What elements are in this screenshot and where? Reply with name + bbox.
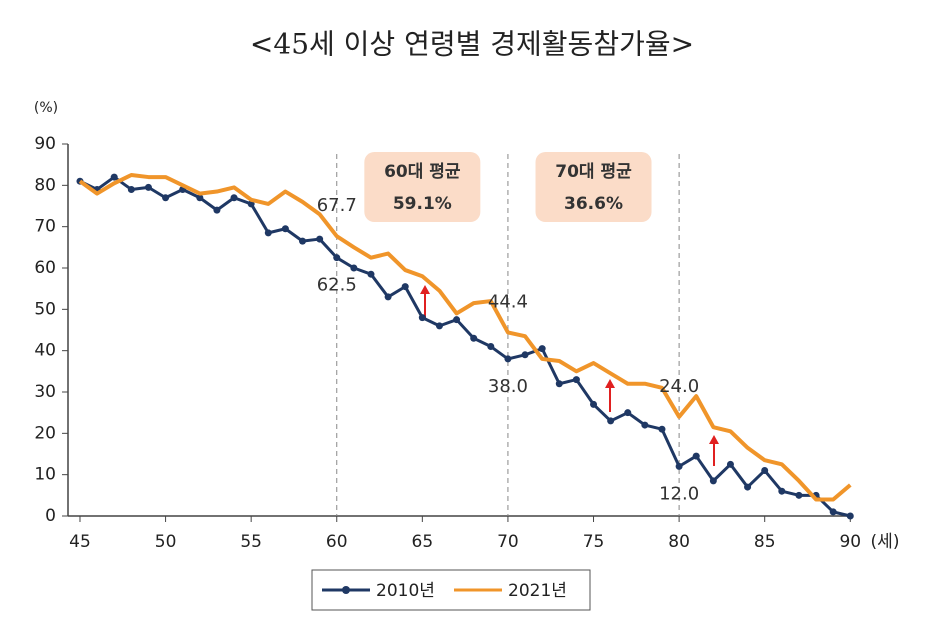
point	[401, 283, 409, 291]
point	[846, 512, 854, 520]
legend: 2010년 2021년	[311, 569, 591, 611]
data-label: 44.4	[488, 291, 528, 312]
point	[829, 508, 837, 516]
x-tick-label: 75	[583, 532, 605, 552]
point	[281, 225, 289, 233]
point	[316, 235, 324, 243]
point	[487, 343, 495, 351]
point	[675, 462, 683, 470]
annotation-title: 70대 평균	[555, 162, 632, 182]
point	[658, 425, 666, 433]
point	[127, 185, 135, 193]
y-tick-label: 40	[34, 341, 56, 361]
data-label: 12.0	[659, 483, 699, 504]
point	[538, 345, 546, 353]
point	[778, 487, 786, 495]
annotation-title: 60대 평균	[384, 162, 461, 182]
annotation-text: 59.1%	[393, 194, 452, 214]
x-tick-label: 65	[412, 532, 434, 552]
point	[418, 314, 426, 322]
annotation-text: 36.6%	[564, 194, 623, 214]
x-tick-label: 85	[754, 532, 776, 552]
y-tick-label: 60	[34, 258, 56, 278]
data-label: 67.7	[317, 195, 357, 216]
x-tick-label: 90	[839, 532, 861, 552]
arrows	[420, 285, 719, 466]
point	[726, 460, 734, 468]
point	[144, 183, 152, 191]
series-line	[78, 173, 852, 502]
data-label: 38.0	[488, 376, 528, 397]
point	[230, 194, 238, 202]
point	[555, 380, 563, 388]
point	[761, 467, 769, 475]
series-line	[79, 175, 851, 518]
point	[110, 173, 118, 181]
point	[299, 237, 307, 245]
x-tick-label: 45	[69, 532, 91, 552]
point	[333, 254, 341, 262]
y-tick-label: 80	[34, 175, 56, 195]
annotation-box	[364, 152, 481, 222]
point	[624, 409, 632, 417]
y-tick-label: 50	[34, 299, 56, 319]
point	[607, 417, 615, 425]
point	[435, 322, 443, 330]
y-tick-label: 10	[34, 465, 56, 485]
data-label: 62.5	[317, 275, 357, 296]
y-tick-label: 70	[34, 217, 56, 237]
chart-title: <45세 이상 연령별 경제활동참가율>	[250, 28, 694, 61]
legend-marker	[342, 586, 350, 594]
legend-label: 2010년	[376, 581, 435, 601]
point	[521, 351, 529, 359]
point	[744, 483, 752, 491]
y-axis-label: (%)	[34, 100, 58, 116]
x-tick-label: 80	[668, 532, 690, 552]
data-label: 24.0	[659, 376, 699, 397]
point	[350, 264, 358, 272]
y-tick-label: 0	[45, 506, 56, 526]
point	[470, 334, 478, 342]
point	[367, 270, 375, 278]
x-tick-label: 50	[155, 532, 177, 552]
x-tick-label: 70	[497, 532, 519, 552]
point	[795, 491, 803, 499]
x-tick-label: 60	[326, 532, 348, 552]
x-axis-label: (세)	[871, 532, 900, 552]
point	[384, 293, 392, 301]
legend-label: 2021년	[508, 581, 567, 601]
point	[453, 316, 461, 324]
point	[709, 477, 717, 485]
y-tick-label: 90	[34, 134, 56, 154]
point	[504, 355, 512, 363]
annotation-box	[535, 152, 652, 222]
point	[692, 452, 700, 460]
point	[590, 400, 598, 408]
y-tick-label: 30	[34, 382, 56, 402]
point	[264, 229, 272, 237]
point	[641, 421, 649, 429]
x-tick-label: 55	[240, 532, 262, 552]
y-tick-label: 20	[34, 423, 56, 443]
point	[196, 194, 204, 202]
point	[213, 206, 221, 214]
point	[572, 376, 580, 384]
point	[162, 194, 170, 202]
